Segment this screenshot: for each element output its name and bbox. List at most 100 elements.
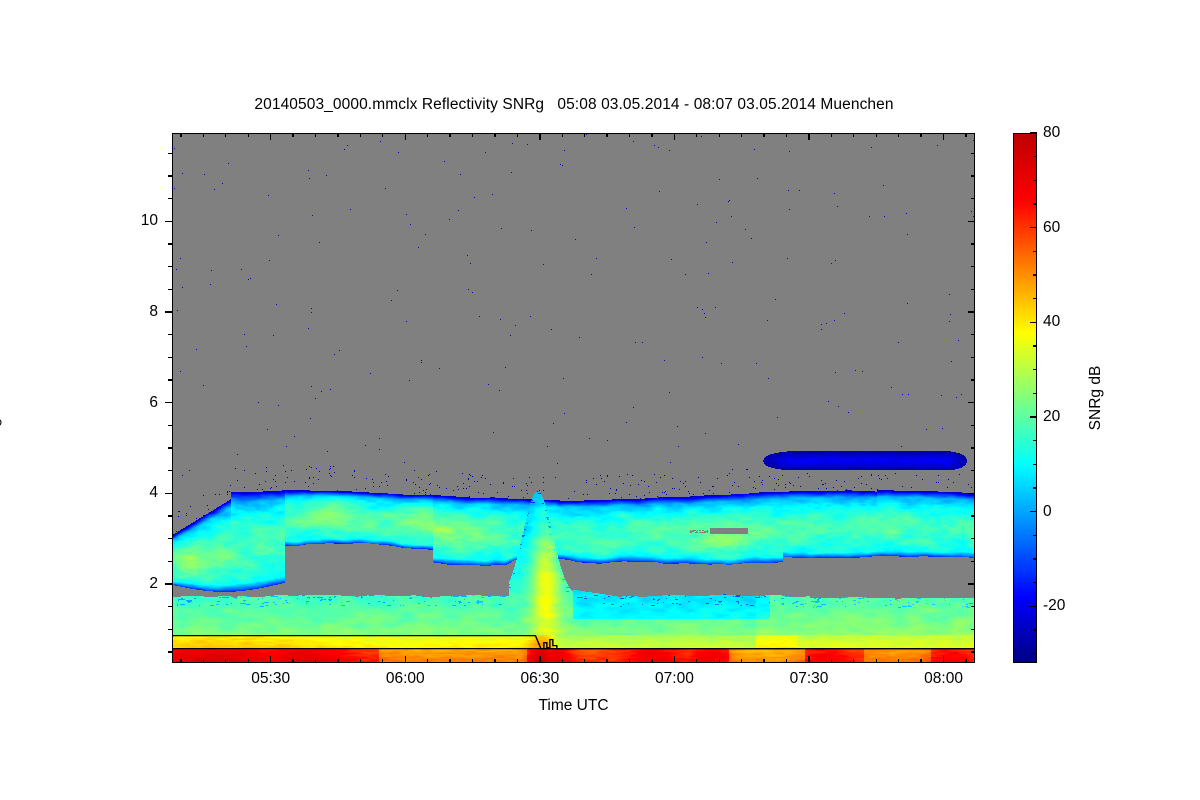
y-axis-minor-tick (168, 356, 172, 359)
y-axis-minor-tick (971, 175, 975, 177)
x-axis-minor-tick (853, 659, 855, 663)
x-axis-tick (539, 133, 541, 140)
y-axis-tick (165, 220, 172, 223)
colorbar-minor-tick (1033, 156, 1037, 158)
radar-plot-axes (172, 133, 975, 663)
x-axis-minor-tick (516, 659, 519, 663)
y-axis-minor-tick (168, 266, 172, 268)
x-axis-minor-tick (763, 659, 765, 663)
y-axis-minor-tick (168, 198, 172, 200)
colorbar (1013, 133, 1037, 663)
x-axis-minor-tick (382, 659, 384, 663)
x-axis-minor-tick (292, 133, 294, 137)
x-axis-tick (404, 656, 406, 663)
x-axis-tick-label: 07:00 (655, 670, 694, 687)
colorbar-minor-tick (1033, 581, 1037, 584)
y-axis-minor-tick (971, 651, 975, 653)
colorbar-minor-tick (1033, 250, 1037, 252)
y-axis-minor-tick (168, 560, 172, 563)
y-axis-tick-label: 10 (140, 212, 158, 230)
y-axis-tick (968, 220, 975, 223)
x-axis-minor-tick (180, 133, 182, 137)
y-axis-tick (165, 583, 172, 585)
colorbar-gradient (1014, 134, 1036, 662)
x-axis-tick (942, 656, 945, 663)
x-axis-minor-tick (785, 659, 788, 663)
y-axis-minor-tick (168, 379, 172, 381)
colorbar-title: SNRg dB (1087, 365, 1104, 431)
colorbar-minor-tick (1033, 345, 1037, 347)
x-axis-minor-tick (561, 133, 563, 137)
x-axis-minor-tick (359, 133, 362, 137)
x-axis-tick-label: 08:00 (924, 670, 963, 687)
x-axis-minor-tick (337, 133, 339, 137)
x-axis-minor-tick (965, 133, 967, 137)
colorbar-minor-tick (1033, 629, 1037, 631)
y-axis-minor-tick (971, 198, 975, 200)
colorbar-minor-tick (1033, 439, 1037, 442)
colorbar-minor-tick (1033, 558, 1037, 560)
x-axis-minor-tick (785, 133, 788, 137)
y-axis-minor-tick (971, 470, 975, 472)
x-axis-minor-tick (471, 659, 474, 663)
y-axis-title: Height AGL km (0, 346, 2, 450)
colorbar-tick-label: 80 (1043, 124, 1061, 141)
y-axis-minor-tick (971, 288, 975, 291)
colorbar-tick (1030, 416, 1037, 418)
x-axis-minor-tick (382, 133, 384, 137)
x-axis-minor-tick (696, 133, 698, 137)
colorbar-minor-tick (1033, 297, 1037, 300)
y-axis-minor-tick (971, 152, 975, 155)
y-axis-minor-tick (971, 447, 975, 449)
x-axis-minor-tick (763, 133, 765, 137)
x-axis-minor-tick (225, 659, 227, 663)
colorbar-tick (1030, 132, 1037, 134)
y-axis-minor-tick (168, 628, 172, 631)
y-axis-minor-tick (168, 651, 172, 653)
x-axis-minor-tick (516, 133, 519, 137)
x-axis-minor-tick (314, 659, 317, 663)
y-axis-minor-tick (168, 152, 172, 155)
y-axis-minor-tick (971, 515, 975, 517)
colorbar-tick-label: 0 (1043, 502, 1052, 520)
y-axis-minor-tick (168, 515, 172, 517)
y-axis-minor-tick (168, 288, 172, 291)
x-axis-minor-tick (718, 133, 720, 137)
x-axis-minor-tick (830, 133, 833, 137)
y-axis-minor-tick (168, 243, 172, 245)
y-axis-minor-tick (971, 379, 975, 381)
colorbar-minor-tick (1033, 203, 1037, 205)
y-axis-tick-label: 6 (149, 393, 158, 411)
x-axis-minor-tick (225, 133, 227, 137)
y-axis-minor-tick (168, 424, 172, 427)
x-axis-tick-label: 06:00 (385, 670, 425, 687)
y-axis-minor-tick (168, 538, 172, 540)
x-axis-minor-tick (853, 133, 855, 137)
y-axis-minor-tick (971, 334, 975, 336)
x-axis-tick (673, 133, 676, 140)
x-axis-tick-label: 07:30 (789, 670, 829, 687)
x-axis-minor-tick (584, 133, 586, 137)
y-axis-minor-tick (971, 606, 975, 608)
x-axis-minor-tick (920, 659, 922, 663)
x-axis-minor-tick (202, 659, 205, 663)
y-axis-minor-tick (168, 606, 172, 608)
x-axis-minor-tick (449, 133, 451, 137)
y-axis-tick-label: 8 (149, 303, 158, 321)
colorbar-minor-tick (1033, 274, 1037, 276)
x-axis-minor-tick (741, 659, 743, 663)
colorbar-minor-tick (1033, 463, 1037, 465)
x-axis-minor-tick (337, 659, 339, 663)
x-axis-tick-label: 06:30 (520, 670, 560, 687)
y-axis-tick (968, 311, 975, 313)
colorbar-tick-label: -20 (1043, 597, 1066, 615)
y-axis-tick (968, 402, 975, 404)
x-axis-minor-tick (247, 133, 249, 137)
x-axis-minor-tick (314, 133, 317, 137)
x-axis-minor-tick (359, 659, 362, 663)
y-axis-tick (968, 583, 975, 585)
colorbar-tick-label: 60 (1043, 218, 1061, 236)
x-axis-minor-tick (427, 133, 429, 137)
x-axis-tick-label: 05:30 (251, 670, 291, 687)
